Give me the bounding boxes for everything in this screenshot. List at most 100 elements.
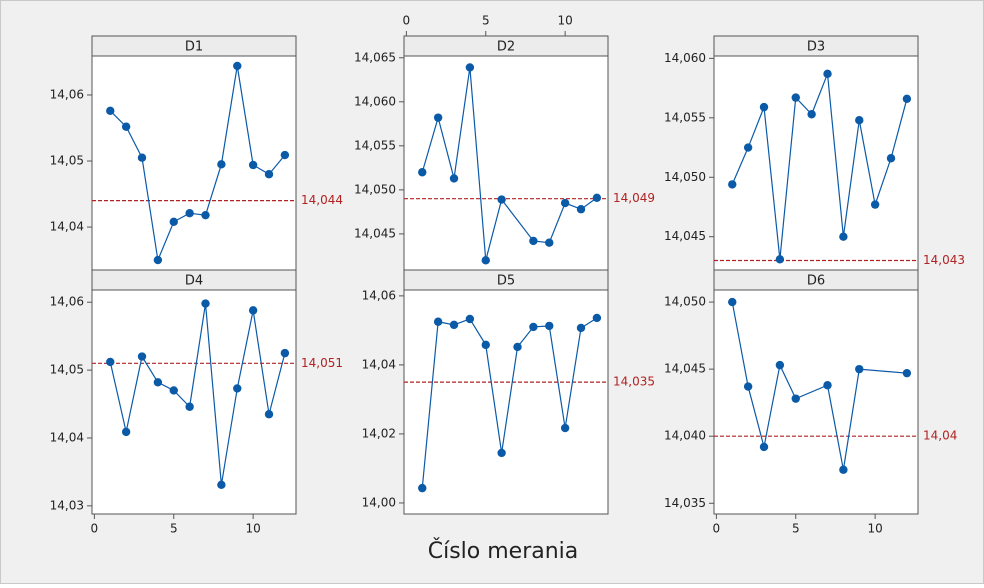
data-point (433, 113, 443, 122)
y-tick-label: 14,06 (362, 288, 396, 302)
data-point (592, 193, 602, 202)
data-point (185, 402, 194, 411)
data-point (560, 423, 570, 433)
x-tick-label: 0 (403, 14, 411, 28)
data-point (201, 299, 210, 308)
reference-label: 14,043 (923, 253, 965, 267)
data-point (121, 122, 131, 131)
data-point (217, 480, 226, 490)
data-point (728, 297, 737, 307)
data-point (106, 106, 115, 116)
data-point (855, 116, 864, 125)
data-point (418, 168, 427, 177)
y-tick-label: 14,06 (50, 295, 84, 309)
y-tick-label: 14,06 (50, 87, 84, 101)
panel-strip (403, 269, 609, 291)
data-point (513, 342, 522, 352)
data-point (743, 382, 753, 391)
data-point (418, 483, 427, 493)
plot-area (403, 55, 609, 271)
data-point (465, 314, 475, 324)
panel-strip (403, 35, 609, 57)
data-point (264, 170, 274, 179)
data-point (902, 94, 912, 104)
data-point (137, 352, 147, 361)
data-point (775, 360, 785, 370)
plot-area (91, 55, 297, 271)
data-point (481, 340, 490, 350)
data-point (248, 306, 258, 315)
x-tick-label: 10 (867, 522, 882, 536)
y-tick-label: 14,04 (362, 357, 396, 371)
data-line (731, 73, 908, 260)
y-tick-label: 14,03 (50, 498, 84, 512)
data-point (481, 256, 490, 265)
data-point (137, 153, 147, 162)
data-point (248, 160, 258, 170)
data-point (153, 255, 163, 265)
data-point (592, 313, 602, 323)
plot-area (713, 55, 919, 271)
data-line (109, 303, 286, 485)
y-tick-label: 14,065 (354, 50, 396, 64)
data-point (169, 217, 178, 226)
x-tick-label: 10 (245, 522, 260, 536)
panel-strip (91, 269, 297, 291)
panel-title: D3 (807, 40, 825, 55)
y-tick-label: 14,045 (664, 229, 706, 243)
data-point (775, 255, 785, 264)
panel-title: D1 (185, 40, 203, 55)
reference-label: 14,049 (613, 191, 655, 205)
data-point (185, 208, 194, 218)
data-point (497, 448, 506, 458)
data-point (791, 93, 800, 102)
data-point (121, 427, 131, 437)
data-point (201, 210, 210, 220)
data-point (545, 321, 554, 331)
reference-label: 14,04 (923, 429, 957, 443)
data-point (886, 154, 896, 163)
data-point (576, 323, 586, 333)
data-point (529, 236, 538, 246)
data-point (529, 322, 538, 332)
y-tick-label: 14,045 (664, 362, 706, 376)
y-tick-label: 14,060 (354, 94, 396, 108)
x-tick-label: 5 (792, 522, 800, 536)
data-point (576, 205, 586, 214)
panel-strip (91, 35, 297, 57)
data-point (280, 150, 290, 160)
data-point (728, 180, 737, 189)
data-point (839, 465, 848, 474)
y-tick-label: 14,035 (664, 496, 706, 510)
y-tick-label: 14,04 (50, 220, 84, 234)
data-point (791, 394, 800, 403)
panel-title: D4 (185, 274, 203, 289)
data-point (217, 160, 226, 169)
data-point (807, 110, 816, 119)
data-point (465, 63, 475, 72)
reference-label: 14,035 (613, 375, 655, 389)
reference-label: 14,051 (301, 356, 343, 370)
data-point (264, 410, 274, 419)
panel-strip (713, 35, 919, 57)
data-point (759, 442, 769, 452)
data-point (280, 348, 290, 358)
data-point (823, 69, 832, 79)
x-tick-label: 5 (482, 14, 490, 28)
data-point (497, 195, 506, 204)
data-point (433, 317, 443, 326)
y-tick-label: 14,050 (664, 295, 706, 309)
y-tick-label: 14,05 (50, 154, 84, 168)
x-tick-label: 0 (713, 522, 721, 536)
x-tick-label: 10 (557, 14, 572, 28)
y-tick-label: 14,055 (664, 110, 706, 124)
y-tick-label: 14,05 (50, 363, 84, 377)
plot-area (91, 289, 297, 515)
y-tick-label: 14,02 (362, 426, 396, 440)
panel-strip (713, 269, 919, 291)
reference-label: 14,044 (301, 193, 343, 207)
panel-title: D5 (497, 274, 515, 289)
data-point (759, 102, 769, 112)
panel-title: D2 (497, 40, 515, 55)
